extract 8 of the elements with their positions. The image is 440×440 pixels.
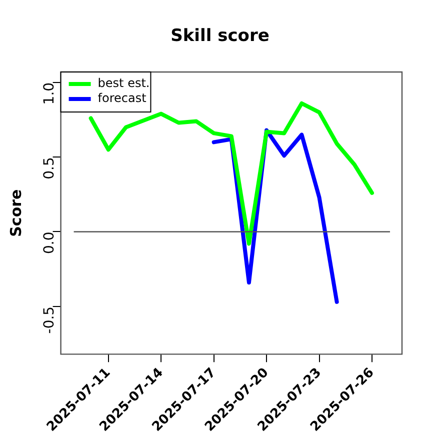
y-axis-title: Score bbox=[6, 189, 25, 237]
y-tick-label: -0.5 bbox=[41, 306, 58, 334]
y-tick-label: 0.0 bbox=[41, 232, 58, 254]
legend-label: forecast bbox=[98, 91, 147, 106]
y-tick-label: 0.5 bbox=[41, 157, 58, 180]
y-tick-label: 1.0 bbox=[41, 82, 58, 105]
legend-label: best est. bbox=[98, 76, 150, 90]
chart-title: Skill score bbox=[170, 26, 270, 46]
